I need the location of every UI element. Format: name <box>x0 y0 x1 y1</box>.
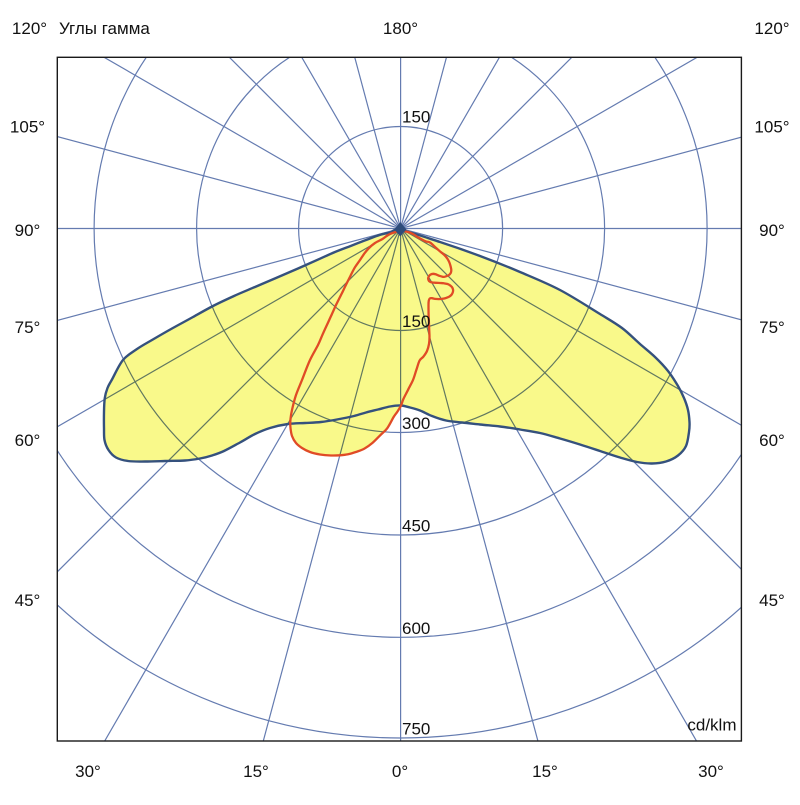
svg-text:600: 600 <box>402 619 430 638</box>
svg-text:150: 150 <box>402 312 430 331</box>
svg-text:Углы гамма: Углы гамма <box>59 19 150 38</box>
svg-text:75°: 75° <box>759 318 785 337</box>
svg-text:75°: 75° <box>15 318 41 337</box>
svg-text:15°: 15° <box>532 762 558 781</box>
svg-text:750: 750 <box>402 720 430 739</box>
svg-text:150: 150 <box>402 108 430 127</box>
svg-text:60°: 60° <box>759 431 785 450</box>
svg-text:180°: 180° <box>383 19 418 38</box>
svg-text:105°: 105° <box>754 118 789 137</box>
svg-text:15°: 15° <box>243 762 269 781</box>
svg-text:105°: 105° <box>10 118 45 137</box>
svg-text:0°: 0° <box>392 762 408 781</box>
svg-text:30°: 30° <box>75 762 101 781</box>
svg-text:300: 300 <box>402 414 430 433</box>
svg-text:450: 450 <box>402 517 430 536</box>
svg-text:30°: 30° <box>698 762 724 781</box>
svg-text:120°: 120° <box>754 19 789 38</box>
svg-text:90°: 90° <box>759 221 785 240</box>
svg-text:120°: 120° <box>12 19 47 38</box>
svg-text:cd/klm: cd/klm <box>687 716 736 735</box>
svg-text:45°: 45° <box>15 591 41 610</box>
svg-text:60°: 60° <box>15 431 41 450</box>
svg-text:90°: 90° <box>15 221 41 240</box>
svg-text:45°: 45° <box>759 591 785 610</box>
